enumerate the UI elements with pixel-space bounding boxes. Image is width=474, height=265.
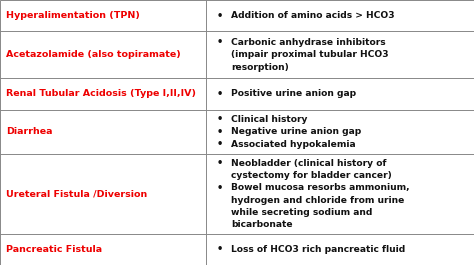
Text: Acetazolamide (also topiramate): Acetazolamide (also topiramate) — [6, 50, 181, 59]
Text: •: • — [217, 183, 223, 193]
Text: •: • — [217, 158, 223, 168]
Text: Ureteral Fistula /Diversion: Ureteral Fistula /Diversion — [6, 189, 147, 198]
Text: •: • — [217, 244, 223, 254]
Text: Neobladder (clinical history of: Neobladder (clinical history of — [231, 158, 386, 167]
Text: •: • — [217, 37, 223, 47]
Text: Negative urine anion gap: Negative urine anion gap — [231, 127, 361, 136]
Text: Associated hypokalemia: Associated hypokalemia — [231, 140, 356, 149]
Text: cystectomy for bladder cancer): cystectomy for bladder cancer) — [231, 171, 392, 180]
Text: •: • — [217, 127, 223, 137]
Text: •: • — [217, 89, 223, 99]
Text: resorption): resorption) — [231, 63, 289, 72]
Text: bicarbonate: bicarbonate — [231, 220, 292, 229]
Text: hydrogen and chloride from urine: hydrogen and chloride from urine — [231, 196, 404, 205]
Text: (impair proximal tubular HCO3: (impair proximal tubular HCO3 — [231, 50, 389, 59]
Text: •: • — [217, 139, 223, 149]
Text: Diarrhea: Diarrhea — [6, 127, 52, 136]
Text: while secreting sodium and: while secreting sodium and — [231, 208, 372, 217]
Text: Renal Tubular Acidosis (Type I,II,IV): Renal Tubular Acidosis (Type I,II,IV) — [6, 90, 196, 99]
Text: Loss of HCO3 rich pancreatic fluid: Loss of HCO3 rich pancreatic fluid — [231, 245, 405, 254]
Text: Pancreatic Fistula: Pancreatic Fistula — [6, 245, 102, 254]
Text: Positive urine anion gap: Positive urine anion gap — [231, 90, 356, 99]
Text: Carbonic anhydrase inhibitors: Carbonic anhydrase inhibitors — [231, 38, 385, 47]
Text: Bowel mucosa resorbs ammonium,: Bowel mucosa resorbs ammonium, — [231, 183, 410, 192]
Text: •: • — [217, 114, 223, 125]
Text: Clinical history: Clinical history — [231, 115, 307, 124]
Text: Addition of amino acids > HCO3: Addition of amino acids > HCO3 — [231, 11, 394, 20]
Text: Hyperalimentation (TPN): Hyperalimentation (TPN) — [6, 11, 139, 20]
Text: •: • — [217, 11, 223, 21]
